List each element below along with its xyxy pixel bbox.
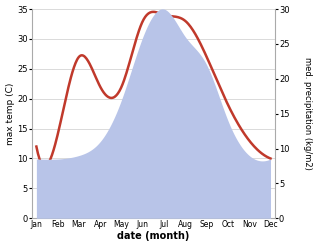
Y-axis label: max temp (C): max temp (C) xyxy=(5,82,15,145)
Y-axis label: med. precipitation (kg/m2): med. precipitation (kg/m2) xyxy=(303,57,313,170)
X-axis label: date (month): date (month) xyxy=(117,231,190,242)
